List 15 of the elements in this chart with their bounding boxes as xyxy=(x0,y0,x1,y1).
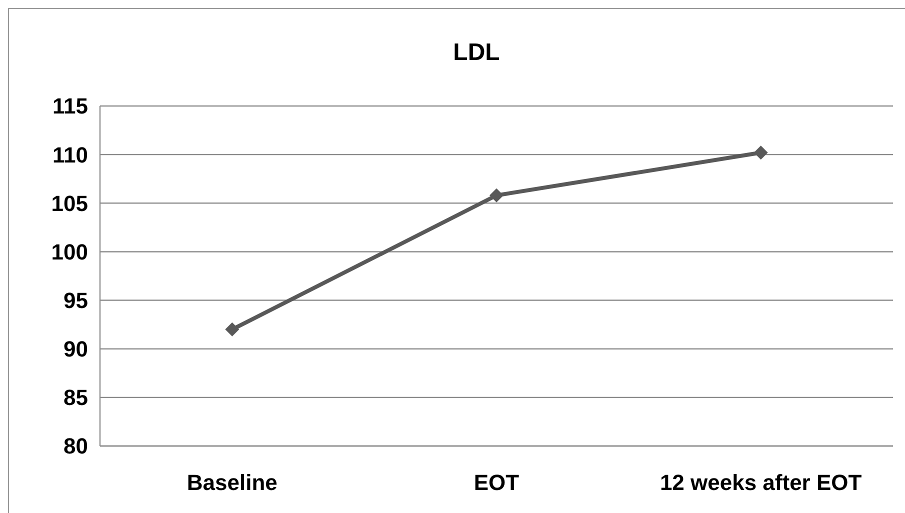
y-tick-label: 100 xyxy=(51,239,88,264)
point xyxy=(754,146,768,160)
y-tick-label: 115 xyxy=(52,94,88,119)
point xyxy=(225,322,240,336)
chart-title: LDL xyxy=(453,39,500,66)
x-tick-label: 12 weeks after EOT xyxy=(660,470,862,495)
point xyxy=(490,188,504,202)
y-tick-label: 95 xyxy=(64,288,88,313)
y-tick-label: 110 xyxy=(52,142,88,168)
y-tick-label: 85 xyxy=(64,385,88,410)
y-tick-label: 105 xyxy=(51,190,88,216)
y-tick-label: 90 xyxy=(64,336,88,362)
x-tick-label: Baseline xyxy=(186,470,278,495)
x-tick-label: EOT xyxy=(474,470,520,495)
y-tick-label: 80 xyxy=(64,434,88,459)
